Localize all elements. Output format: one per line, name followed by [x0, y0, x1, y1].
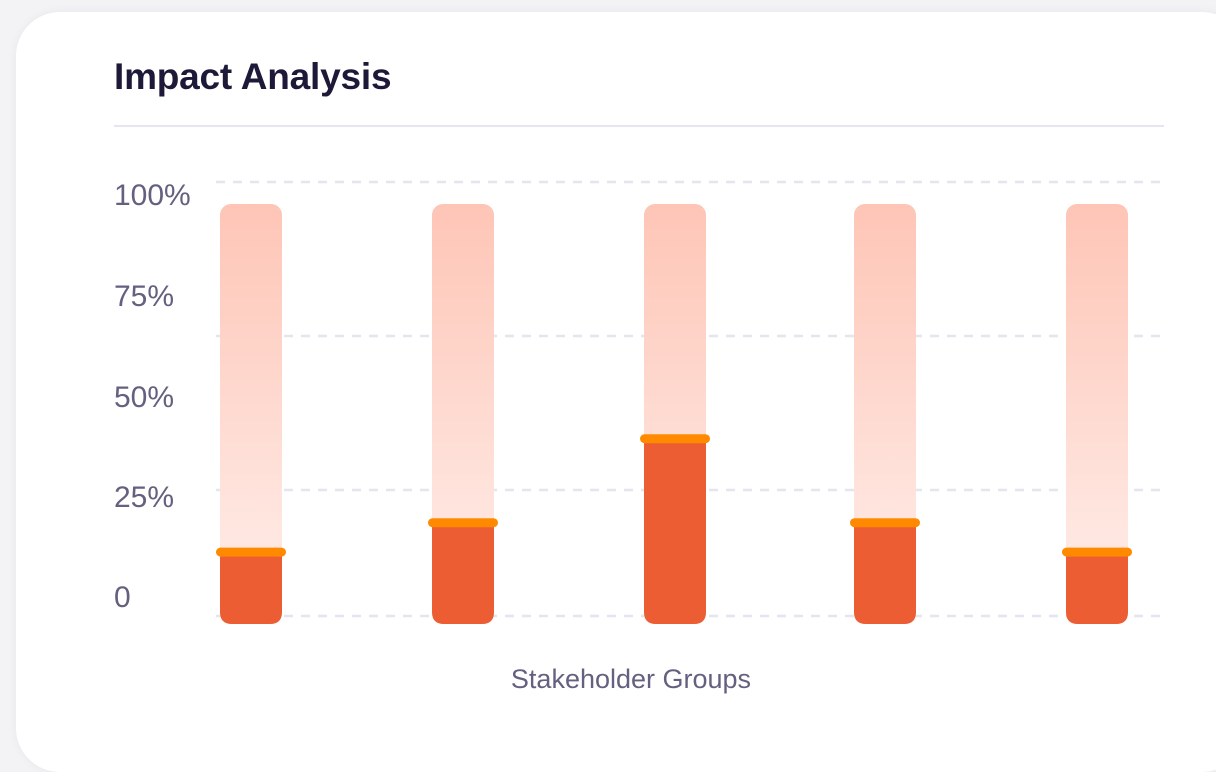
y-axis-ticks: 0 25% 50% 75% 100%	[114, 179, 191, 614]
impact-analysis-card	[16, 12, 1216, 772]
bar-value-marker	[216, 547, 286, 557]
bar-group	[850, 204, 920, 624]
card-title: Impact Analysis	[114, 56, 392, 97]
bar	[432, 523, 494, 624]
bar-group	[428, 204, 498, 624]
bar-value-marker	[850, 518, 920, 528]
bar-track	[220, 204, 282, 624]
bar	[854, 523, 916, 624]
x-axis-label: Stakeholder Groups	[510, 664, 752, 694]
bar-track	[1066, 204, 1128, 624]
y-tick-label: 75%	[114, 280, 174, 313]
grid-lines	[216, 180, 1160, 618]
y-tick-label: 50%	[114, 381, 174, 414]
bar	[1066, 552, 1128, 624]
title-divider	[114, 125, 1164, 127]
bar-group	[1062, 204, 1132, 624]
bar	[644, 439, 706, 624]
bar	[220, 552, 282, 624]
y-tick-label: 100%	[114, 179, 191, 212]
bar-group	[216, 204, 286, 624]
y-tick-label: 0	[114, 581, 131, 614]
bar-value-marker	[1062, 547, 1132, 557]
bars	[216, 204, 1132, 624]
impact-chart: 0 25% 50% 75% 100%	[114, 179, 1160, 624]
bar-value-marker	[428, 518, 498, 528]
bar-group	[640, 204, 710, 624]
bar-value-marker	[640, 434, 710, 444]
y-tick-label: 25%	[114, 481, 174, 514]
